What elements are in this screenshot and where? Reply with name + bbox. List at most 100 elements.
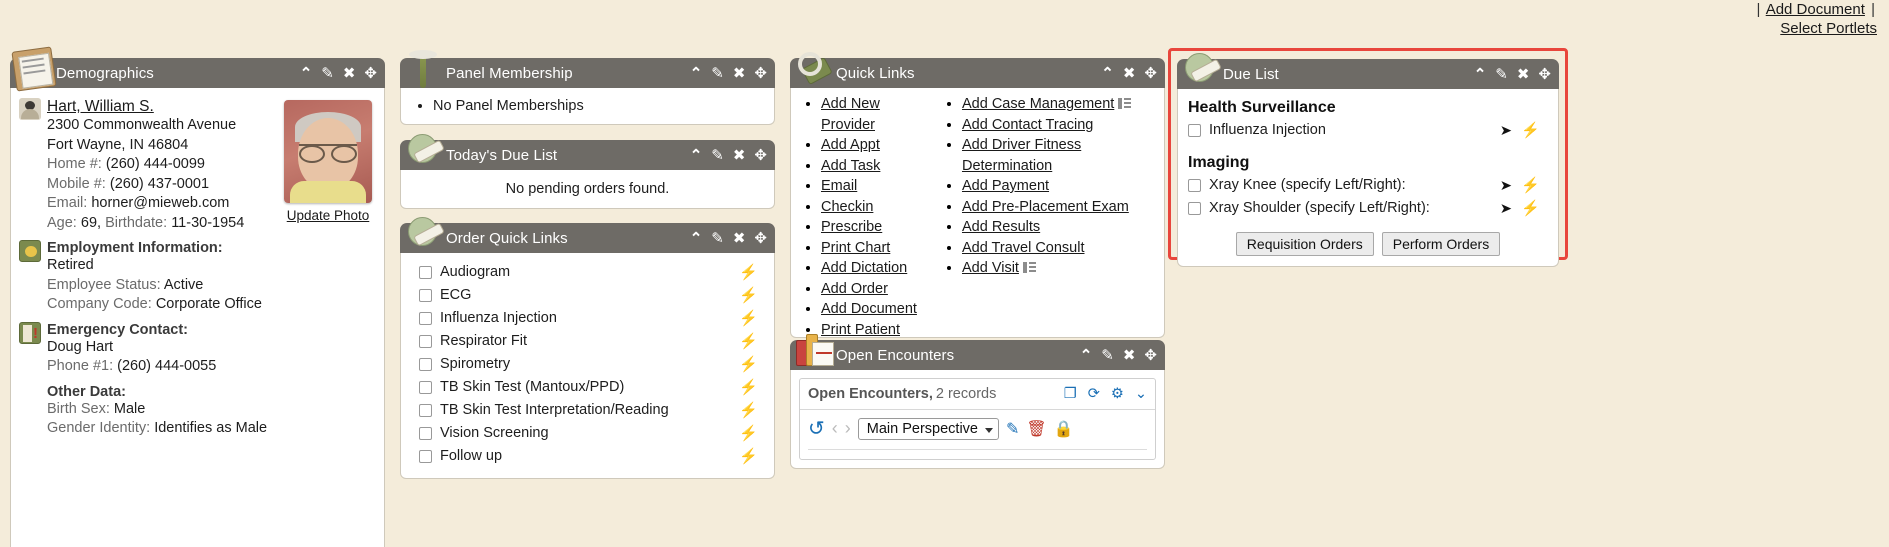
edit-icon[interactable]: ✎ <box>711 64 724 82</box>
order-quick-link-row[interactable]: Influenza Injection ⚡ <box>409 307 766 330</box>
collapse-icon[interactable]: ⌃ <box>1101 64 1114 82</box>
new-page-icon[interactable]: ❐ <box>1063 386 1077 402</box>
quick-link-item[interactable]: Add Dictation <box>821 258 936 279</box>
lightning-icon[interactable]: ⚡ <box>739 310 758 327</box>
select-portlets-link[interactable]: Select Portlets <box>1780 20 1877 37</box>
edit-icon[interactable]: ✎ <box>321 64 334 82</box>
order-quick-link-row[interactable]: TB Skin Test Interpretation/Reading ⚡ <box>409 399 766 422</box>
quick-link-item[interactable]: Prescribe <box>821 217 936 238</box>
due-item-checkbox[interactable] <box>1188 124 1201 137</box>
collapse-icon[interactable]: ⌃ <box>689 229 703 247</box>
move-icon[interactable]: ✥ <box>1538 65 1551 83</box>
grid-icon[interactable] <box>1118 98 1132 109</box>
due-list-item[interactable]: Xray Shoulder (specify Left/Right): ➤ ⚡ <box>1188 197 1548 220</box>
quick-link-label[interactable]: Add Travel Consult <box>961 239 1085 256</box>
move-icon[interactable]: ✥ <box>1144 346 1157 364</box>
quick-link-item[interactable]: Add Case Management <box>962 94 1160 115</box>
move-icon[interactable]: ✥ <box>754 146 767 164</box>
quick-link-item[interactable]: Add Order <box>821 279 936 300</box>
perspective-select-wrap[interactable]: Main Perspective <box>857 417 999 440</box>
lightning-icon[interactable]: ⚡ <box>739 425 758 442</box>
send-icon[interactable]: ➤ <box>1499 200 1512 216</box>
order-quick-link-row[interactable]: ECG ⚡ <box>409 284 766 307</box>
edit-icon[interactable]: ✎ <box>711 229 724 247</box>
close-icon[interactable]: ✖ <box>342 64 356 82</box>
move-icon[interactable]: ✥ <box>364 64 377 82</box>
patient-name-link[interactable]: Hart, William S. <box>47 98 154 115</box>
quick-link-label[interactable]: Add Payment <box>961 178 1050 194</box>
due-item-checkbox[interactable] <box>1188 202 1201 215</box>
grid-icon[interactable] <box>1022 262 1036 273</box>
close-icon[interactable]: ✖ <box>1122 64 1136 82</box>
quick-link-label[interactable]: Add Task <box>821 157 881 174</box>
order-quick-link-row[interactable]: Vision Screening ⚡ <box>409 422 766 445</box>
lightning-icon[interactable]: ⚡ <box>739 264 758 281</box>
quick-link-label[interactable]: Prescribe <box>821 219 883 235</box>
quick-link-item[interactable]: Add Appt <box>821 135 936 156</box>
perspective-select[interactable]: Main Perspective <box>857 417 999 440</box>
quick-link-item[interactable]: Print Chart <box>821 238 936 259</box>
update-photo-link[interactable]: Update Photo <box>286 208 370 223</box>
quick-link-label[interactable]: Checkin <box>821 198 874 215</box>
add-document-link[interactable]: Add Document <box>1765 1 1865 18</box>
order-checkbox[interactable] <box>419 289 432 302</box>
quick-link-label[interactable]: Add Dictation <box>821 260 908 276</box>
lightning-icon[interactable]: ⚡ <box>1521 177 1540 194</box>
quick-link-label[interactable]: Add Results <box>961 219 1041 235</box>
due-item-checkbox[interactable] <box>1188 179 1201 192</box>
move-icon[interactable]: ✥ <box>754 229 767 247</box>
order-checkbox[interactable] <box>419 312 432 325</box>
chevron-down-icon[interactable]: ⌄ <box>1134 386 1147 402</box>
close-icon[interactable]: ✖ <box>1122 346 1136 364</box>
quick-link-label[interactable]: Add Order <box>821 280 888 297</box>
order-checkbox[interactable] <box>419 266 432 279</box>
delete-perspective-icon[interactable]: 🗑 <box>1026 420 1047 438</box>
order-checkbox[interactable] <box>419 381 432 394</box>
send-icon[interactable]: ➤ <box>1499 122 1512 138</box>
collapse-icon[interactable]: ⌃ <box>1473 65 1487 83</box>
order-checkbox[interactable] <box>419 427 432 440</box>
due-list-item[interactable]: Influenza Injection ➤ ⚡ <box>1188 119 1548 142</box>
lightning-icon[interactable]: ⚡ <box>1521 200 1540 217</box>
quick-link-item[interactable]: Add Contact Tracing <box>962 115 1160 136</box>
lightning-icon[interactable]: ⚡ <box>739 379 758 396</box>
quick-link-item[interactable]: Add Driver Fitness Determination <box>962 135 1160 176</box>
quick-link-label[interactable]: Add Pre-Placement Exam <box>961 198 1129 215</box>
order-quick-link-row[interactable]: Spirometry ⚡ <box>409 353 766 376</box>
quick-link-item[interactable]: Checkin <box>821 197 936 218</box>
collapse-icon[interactable]: ⌃ <box>299 64 313 82</box>
requisition-orders-button[interactable]: Requisition Orders <box>1235 232 1374 256</box>
quick-link-item[interactable]: Add New Provider <box>821 94 936 135</box>
quick-link-label[interactable]: Add Document <box>821 301 917 317</box>
quick-link-label[interactable]: Add Visit <box>961 260 1019 276</box>
order-quick-link-row[interactable]: Audiogram ⚡ <box>409 261 766 284</box>
lightning-icon[interactable]: ⚡ <box>739 448 758 465</box>
quick-link-label[interactable]: Add New Provider <box>821 96 880 133</box>
edit-icon[interactable]: ✎ <box>711 146 724 164</box>
quick-link-item[interactable]: Email <box>821 176 936 197</box>
move-icon[interactable]: ✥ <box>754 64 767 82</box>
quick-link-item[interactable]: Add Payment <box>962 176 1160 197</box>
lock-icon[interactable]: 🔒 <box>1053 420 1074 438</box>
edit-icon[interactable]: ✎ <box>1101 346 1114 364</box>
order-checkbox[interactable] <box>419 335 432 348</box>
quick-link-item[interactable]: Add Travel Consult <box>962 238 1160 259</box>
quick-link-label[interactable]: Add Case Management <box>961 96 1115 112</box>
lightning-icon[interactable]: ⚡ <box>739 287 758 304</box>
quick-link-label[interactable]: Add Appt <box>821 137 880 153</box>
order-checkbox[interactable] <box>419 450 432 463</box>
send-icon[interactable]: ➤ <box>1499 177 1512 193</box>
refresh-icon[interactable]: ⟳ <box>1087 386 1100 402</box>
quick-link-item[interactable]: Add Task <box>821 156 936 177</box>
due-list-item[interactable]: Xray Knee (specify Left/Right): ➤ ⚡ <box>1188 174 1548 197</box>
edit-icon[interactable]: ✎ <box>1495 65 1508 83</box>
order-checkbox[interactable] <box>419 358 432 371</box>
quick-link-item[interactable]: Add Visit <box>962 258 1160 279</box>
undo-icon[interactable]: ↺ <box>808 418 825 440</box>
gear-icon[interactable]: ⚙ <box>1110 386 1124 402</box>
collapse-icon[interactable]: ⌃ <box>689 64 703 82</box>
move-icon[interactable]: ✥ <box>1144 64 1157 82</box>
collapse-icon[interactable]: ⌃ <box>689 146 703 164</box>
next-page-icon[interactable]: › <box>844 418 851 438</box>
order-checkbox[interactable] <box>419 404 432 417</box>
